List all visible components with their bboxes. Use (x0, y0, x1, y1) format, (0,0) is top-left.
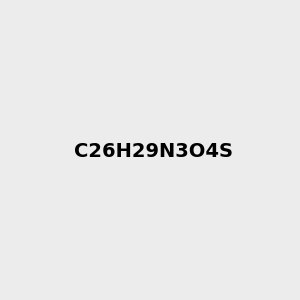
Text: C26H29N3O4S: C26H29N3O4S (74, 142, 233, 161)
